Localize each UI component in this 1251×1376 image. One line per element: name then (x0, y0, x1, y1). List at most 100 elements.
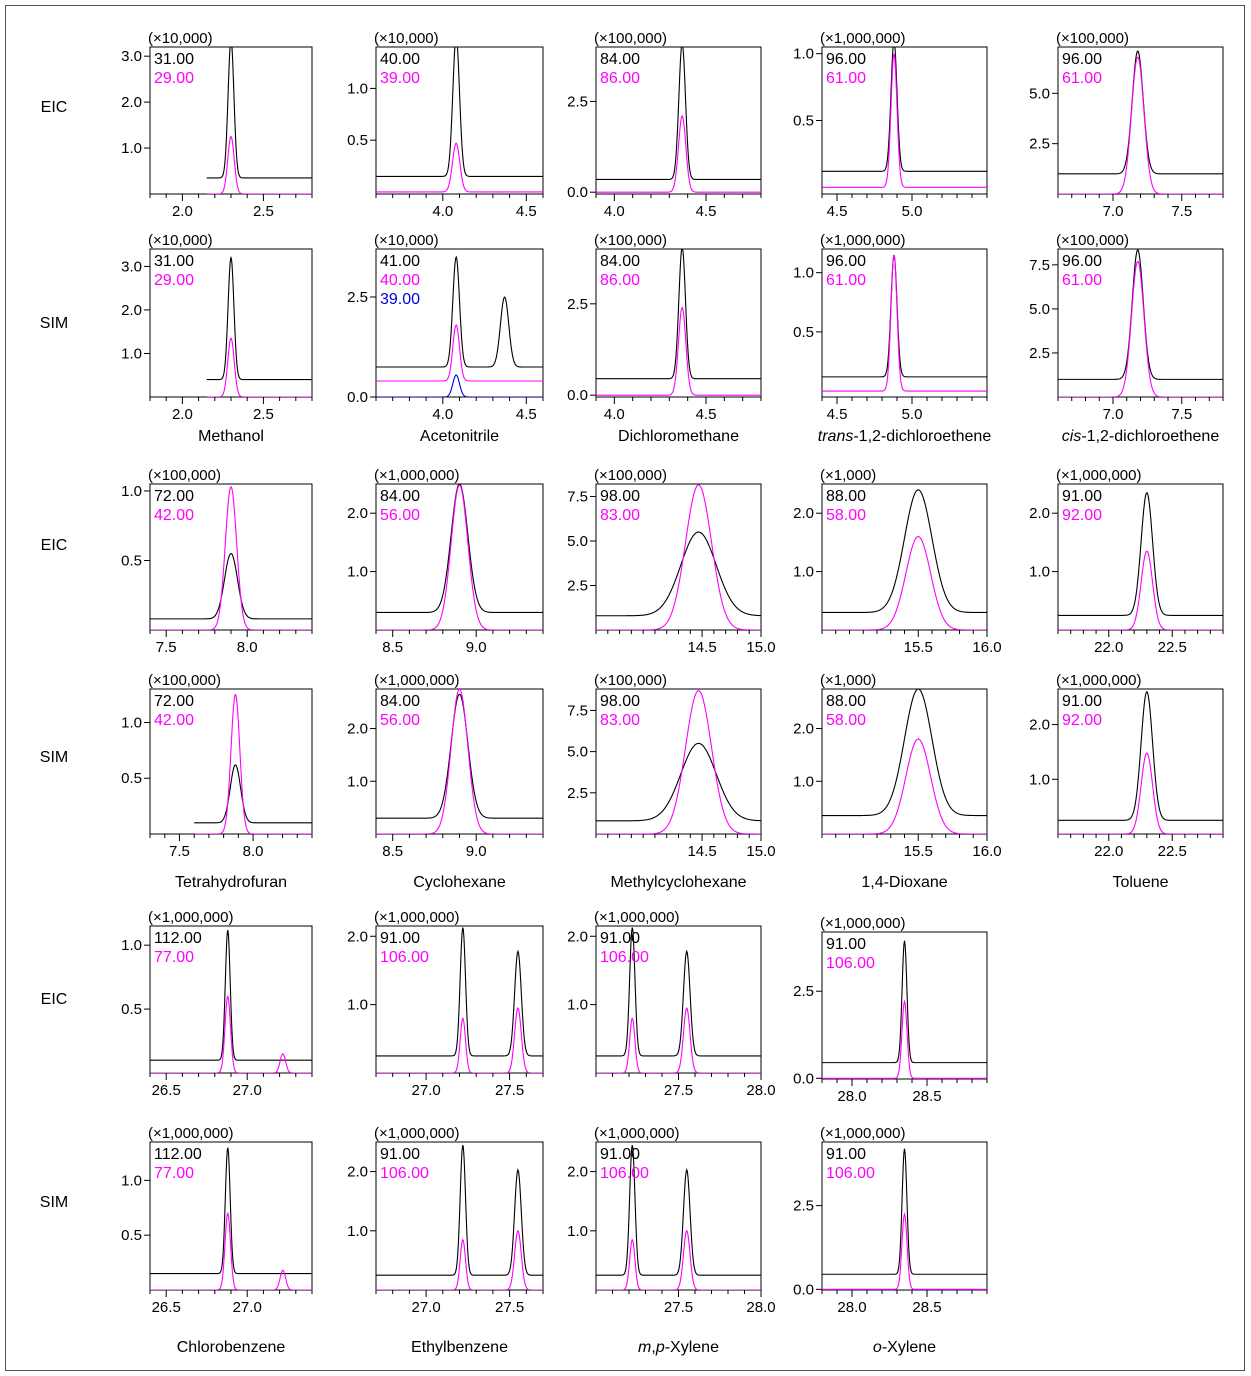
ion-legend-label: 106.00 (600, 949, 649, 966)
y-tick-label: 0.5 (121, 1001, 142, 1018)
y-tick-label: 2.0 (793, 505, 814, 522)
chromatogram-panel-23 (816, 931, 988, 1086)
y-tick-label: 7.5 (1029, 257, 1050, 274)
x-tick-label: 27.5 (664, 1299, 693, 1316)
x-tick-label: 28.0 (746, 1299, 775, 1316)
y-tick-label: 2.0 (347, 1164, 368, 1181)
ion-trace-88-00 (822, 689, 987, 817)
ion-trace-91-00 (596, 927, 761, 1057)
x-tick-label: 7.5 (156, 639, 177, 656)
intensity-scale-label: (×1,000,000) (820, 232, 905, 249)
x-tick-label: 27.5 (495, 1299, 524, 1316)
y-tick-label: 0.5 (121, 1227, 142, 1244)
y-tick-label: 2.0 (1029, 717, 1050, 734)
ion-trace-106-00 (596, 1006, 761, 1073)
ion-legend-label: 61.00 (826, 272, 866, 289)
x-tick-label: 8.0 (243, 843, 264, 860)
x-tick-label: 15.5 (904, 639, 933, 656)
ion-trace-84-00 (376, 484, 543, 614)
y-tick-label: 2.0 (347, 928, 368, 945)
chromatogram-panel-8 (816, 248, 988, 404)
ion-legend-label: 39.00 (380, 70, 420, 87)
ion-legend-label: 58.00 (826, 507, 866, 524)
intensity-scale-label: (×100,000) (148, 672, 221, 689)
y-tick-label: 2.0 (347, 721, 368, 738)
plot-frame (1057, 688, 1224, 835)
y-tick-label: 0.0 (793, 1281, 814, 1298)
x-tick-label: 14.5 (687, 843, 716, 860)
ion-trace-84-00 (376, 693, 543, 819)
y-tick-label: 2.0 (1029, 505, 1050, 522)
compound-name: cis-1,2-dichloroethene (1062, 428, 1220, 445)
compound-name: Ethylbenzene (411, 1339, 508, 1356)
ion-legend-label: 39.00 (380, 291, 420, 308)
ion-trace-83-00 (596, 484, 761, 630)
compound-name: Acetonitrile (420, 428, 499, 445)
compound-name-part: Acetonitrile (420, 428, 499, 445)
ion-legend-label: 91.00 (826, 1146, 866, 1163)
x-tick-label: 7.5 (1171, 406, 1192, 423)
compound-name-part: m (638, 1339, 651, 1356)
row-label-sim: SIM (40, 749, 68, 766)
ion-legend-label: 88.00 (826, 693, 866, 710)
compound-name-part: , (651, 1339, 655, 1356)
y-tick-label: 1.0 (121, 1172, 142, 1189)
ion-legend-label: 91.00 (826, 936, 866, 953)
figure-frame (5, 5, 1245, 1371)
x-tick-label: 16.0 (972, 843, 1001, 860)
ion-legend-label: 84.00 (380, 693, 420, 710)
ion-trace-98-00 (596, 742, 761, 822)
x-tick-label: 7.0 (1103, 406, 1124, 423)
ion-legend-label: 84.00 (380, 488, 420, 505)
ion-legend-label: 61.00 (1062, 272, 1102, 289)
x-tick-label: 8.5 (382, 639, 403, 656)
ion-legend-label: 41.00 (380, 253, 420, 270)
ion-legend-label: 91.00 (600, 1146, 640, 1163)
y-tick-label: 1.0 (793, 46, 814, 63)
x-tick-label: 4.5 (696, 203, 717, 220)
ion-trace-96-00 (822, 254, 987, 378)
ion-legend-label: 72.00 (154, 488, 194, 505)
ion-trace-91-00 (1058, 491, 1223, 616)
chromatogram-panel-0 (144, 46, 313, 201)
plot-frame (1057, 483, 1224, 631)
y-tick-label: 1.0 (1029, 771, 1050, 788)
ion-legend-label: 106.00 (826, 955, 875, 972)
x-tick-label: 4.5 (516, 203, 537, 220)
y-tick-label: 1.0 (347, 997, 368, 1014)
intensity-scale-label: (×1,000,000) (374, 467, 459, 484)
ion-legend-label: 96.00 (826, 51, 866, 68)
x-tick-label: 7.5 (1171, 203, 1192, 220)
ion-legend-label: 96.00 (1062, 51, 1102, 68)
x-tick-label: 22.5 (1158, 639, 1187, 656)
chromatogram-panel-15 (144, 688, 313, 841)
intensity-scale-label: (×1,000,000) (820, 1125, 905, 1142)
y-tick-label: 3.0 (121, 48, 142, 65)
x-tick-label: 15.0 (746, 639, 775, 656)
ion-trace-77-00 (150, 1211, 312, 1290)
ion-legend-label: 98.00 (600, 488, 640, 505)
ion-trace-72-00 (150, 552, 312, 620)
x-tick-label: 4.0 (432, 203, 453, 220)
ion-trace-31-00 (206, 256, 312, 381)
chromatogram-panel-2 (590, 46, 762, 201)
row-label-eic: EIC (41, 537, 68, 554)
ion-legend-label: 56.00 (380, 712, 420, 729)
ion-legend-label: 96.00 (1062, 253, 1102, 270)
chromatogram-panel-13 (816, 483, 988, 637)
chromatogram-panel-21 (370, 925, 544, 1080)
y-tick-label: 1.0 (347, 1223, 368, 1240)
compound-name-part: Methanol (198, 428, 264, 445)
compound-name: Methanol (198, 428, 264, 445)
chromatogram-panel-1 (370, 46, 544, 201)
x-tick-label: 28.0 (837, 1088, 866, 1105)
compound-name-part: Chlorobenzene (177, 1339, 286, 1356)
compound-name: o-Xylene (873, 1339, 936, 1356)
compound-name: Dichloromethane (618, 428, 739, 445)
chromatogram-panel-24 (144, 1141, 313, 1297)
ion-legend-label: 98.00 (600, 693, 640, 710)
x-tick-label: 5.0 (902, 203, 923, 220)
y-tick-label: 2.5 (1029, 136, 1050, 153)
intensity-scale-label: (×1,000,000) (148, 909, 233, 926)
x-tick-label: 5.0 (902, 406, 923, 423)
